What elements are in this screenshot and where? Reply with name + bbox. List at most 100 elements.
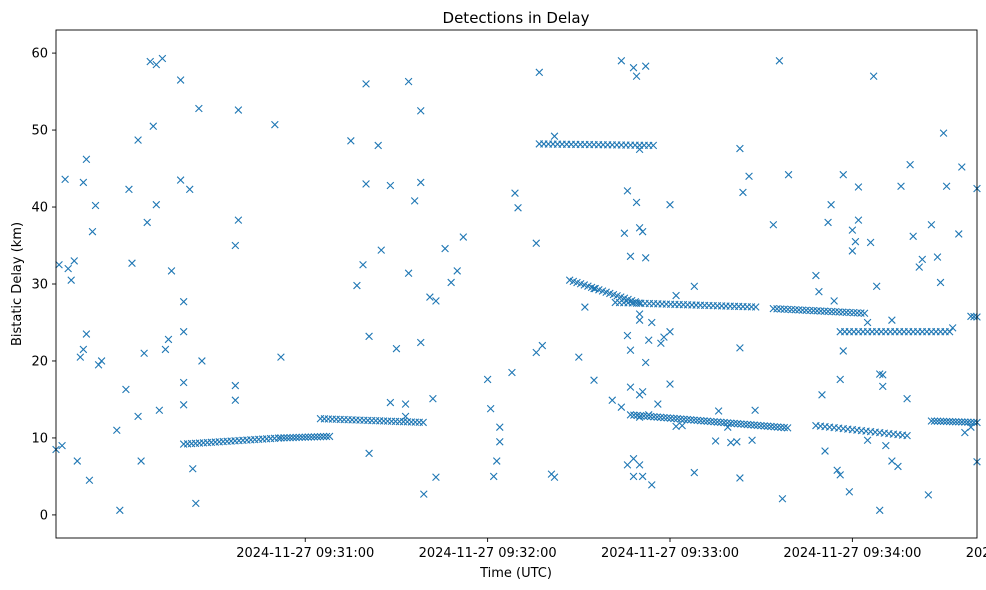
detection-marker bbox=[532, 239, 541, 247]
detection-marker bbox=[836, 375, 845, 384]
detection-marker bbox=[872, 282, 881, 291]
detection-marker bbox=[751, 303, 760, 311]
y-axis-title: Bistatic Delay (km) bbox=[10, 222, 25, 346]
detection-marker bbox=[906, 160, 914, 169]
detection-marker bbox=[730, 419, 738, 428]
detection-marker bbox=[310, 433, 319, 441]
detection-marker bbox=[277, 353, 285, 361]
detection-marker bbox=[736, 474, 744, 482]
detection-marker bbox=[933, 253, 942, 261]
detection-marker bbox=[550, 132, 559, 141]
detection-marker bbox=[359, 260, 367, 269]
detection-marker bbox=[767, 422, 775, 431]
detection-marker bbox=[140, 349, 148, 358]
detection-marker bbox=[404, 77, 413, 86]
detection-marker bbox=[416, 107, 425, 115]
detection-marker bbox=[626, 411, 635, 419]
detection-marker bbox=[289, 433, 297, 442]
detection-marker bbox=[942, 417, 951, 426]
detection-marker bbox=[676, 415, 685, 423]
detection-marker bbox=[686, 416, 695, 424]
detection-marker bbox=[723, 423, 732, 431]
detection-marker bbox=[632, 72, 641, 80]
detection-marker bbox=[818, 391, 826, 399]
detection-marker bbox=[745, 172, 753, 181]
y-tick-label: 0 bbox=[40, 508, 48, 523]
y-tick-label: 10 bbox=[31, 431, 48, 446]
detection-marker bbox=[73, 457, 82, 465]
detection-marker bbox=[958, 163, 966, 171]
detection-marker bbox=[362, 180, 370, 188]
detection-marker bbox=[948, 324, 957, 332]
detection-marker bbox=[623, 461, 632, 469]
y-tick-label: 30 bbox=[31, 278, 48, 293]
detection-marker bbox=[657, 339, 665, 348]
detection-marker bbox=[942, 182, 951, 191]
detection-marker bbox=[666, 380, 674, 388]
detection-marker bbox=[419, 418, 427, 427]
detection-marker bbox=[967, 312, 975, 321]
detection-marker bbox=[410, 197, 419, 205]
detection-marker bbox=[706, 417, 715, 426]
detection-marker bbox=[727, 438, 735, 447]
detection-marker bbox=[401, 412, 410, 421]
detection-marker bbox=[927, 220, 936, 229]
detection-marker bbox=[945, 327, 954, 336]
detection-marker bbox=[737, 420, 745, 428]
detection-marker bbox=[134, 412, 142, 421]
detection-marker bbox=[590, 376, 598, 385]
detection-marker bbox=[447, 278, 455, 287]
detection-marker bbox=[878, 382, 887, 391]
detection-marker bbox=[313, 432, 322, 441]
points-layer bbox=[52, 54, 981, 515]
detection-marker bbox=[666, 327, 674, 336]
detection-marker bbox=[432, 297, 440, 305]
detection-marker bbox=[134, 136, 142, 144]
detection-marker bbox=[231, 241, 240, 250]
detection-marker bbox=[152, 200, 161, 209]
detection-marker bbox=[954, 418, 963, 426]
detection-marker bbox=[660, 413, 668, 422]
detection-marker bbox=[863, 318, 872, 327]
detection-marker bbox=[700, 417, 708, 425]
detection-marker bbox=[863, 436, 872, 445]
detection-marker bbox=[641, 62, 650, 70]
detection-marker bbox=[875, 506, 884, 515]
detection-marker bbox=[778, 494, 787, 503]
detection-marker bbox=[635, 461, 644, 469]
detection-marker bbox=[733, 437, 741, 446]
detection-marker bbox=[888, 457, 896, 465]
detection-marker bbox=[88, 227, 97, 236]
detection-marker bbox=[353, 281, 361, 290]
detection-marker bbox=[683, 415, 692, 424]
detection-marker bbox=[948, 417, 957, 426]
detection-marker bbox=[495, 423, 504, 431]
detection-marker bbox=[514, 204, 522, 212]
detection-marker bbox=[836, 471, 845, 479]
detection-marker bbox=[483, 375, 492, 384]
detection-marker bbox=[660, 333, 668, 341]
detection-marker bbox=[459, 233, 468, 241]
detection-marker bbox=[710, 417, 718, 426]
detection-marker bbox=[195, 104, 203, 113]
detection-marker bbox=[760, 422, 769, 430]
x-tick-label: 2024-11-27 09:34:00 bbox=[783, 546, 921, 561]
detection-marker bbox=[79, 345, 88, 354]
detection-marker bbox=[663, 414, 672, 422]
detection-marker bbox=[283, 433, 291, 442]
detection-marker bbox=[416, 338, 425, 347]
detection-marker bbox=[851, 237, 860, 246]
detection-marker bbox=[76, 353, 85, 361]
detection-marker bbox=[185, 185, 194, 194]
detection-marker bbox=[325, 432, 334, 441]
detection-marker bbox=[401, 400, 410, 408]
detection-marker bbox=[532, 348, 541, 357]
y-axis: 0 10 20 30 40 50 60 bbox=[31, 47, 56, 523]
detection-marker bbox=[673, 414, 682, 423]
detection-marker bbox=[635, 413, 644, 421]
x-tick-label: 2024-11-27 09:31:00 bbox=[236, 546, 374, 561]
detection-marker bbox=[733, 419, 742, 428]
detection-marker bbox=[753, 421, 762, 430]
detection-marker bbox=[854, 183, 863, 191]
detection-marker bbox=[915, 263, 924, 271]
